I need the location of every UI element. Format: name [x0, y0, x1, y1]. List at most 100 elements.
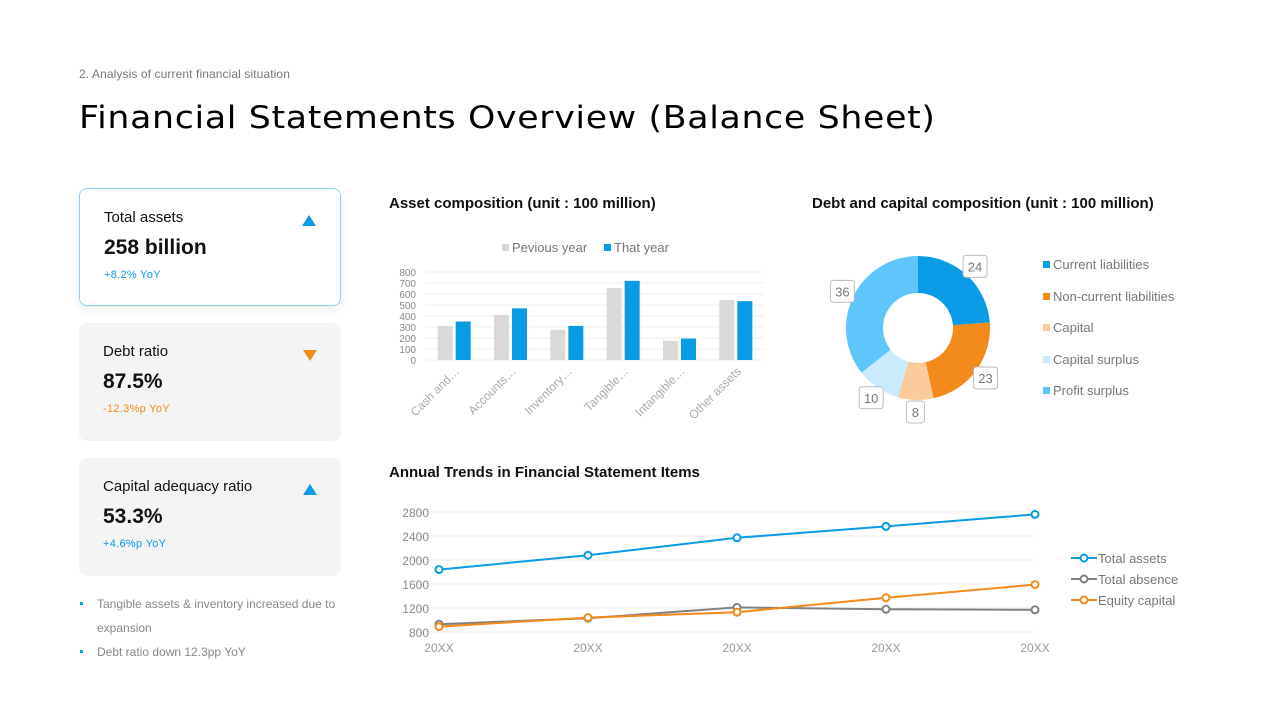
donut-slice[interactable] [861, 349, 909, 398]
legend-line-marker-icon [1071, 595, 1097, 605]
legend-item: Capital surplus [1043, 352, 1139, 367]
kpi-value: 53.3% [103, 505, 163, 528]
data-point[interactable] [583, 613, 593, 623]
bar[interactable] [494, 314, 509, 360]
bar[interactable] [663, 340, 678, 360]
section-subtitle: 2. Analysis of current financial situati… [79, 67, 290, 81]
asset-chart-title: Asset composition (unit : 100 million) [389, 195, 656, 212]
data-label-box [858, 386, 884, 410]
x-category-label: Tangible… [581, 364, 631, 414]
legend-item: Capital [1043, 320, 1093, 335]
donut-slice[interactable] [846, 256, 918, 373]
data-point[interactable] [1030, 509, 1040, 519]
legend-swatch [502, 244, 509, 251]
kpi-value: 87.5% [103, 370, 163, 393]
legend-previous-year: Pevious year [502, 240, 587, 255]
bar[interactable] [455, 321, 471, 361]
kpi-label: Debt ratio [103, 343, 169, 360]
legend-swatch [604, 244, 611, 251]
note-item: Tangible assets & inventory increased du… [79, 592, 339, 640]
x-category-label: 20XX [1020, 641, 1049, 655]
donut-slice[interactable] [898, 361, 934, 400]
trend-up-icon [303, 484, 317, 495]
data-point[interactable] [583, 550, 593, 560]
data-point[interactable] [434, 565, 444, 575]
data-point[interactable] [881, 604, 891, 614]
x-category-label: 20XX [573, 641, 602, 655]
data-point[interactable] [881, 521, 891, 531]
note-item: Debt ratio down 12.3pp YoY [79, 640, 339, 664]
bar[interactable] [737, 301, 753, 360]
donut-slice[interactable] [918, 256, 990, 326]
data-point[interactable] [881, 593, 891, 603]
bar[interactable] [568, 325, 584, 360]
bar[interactable] [437, 325, 453, 360]
data-label-box [829, 279, 855, 303]
y-tick-label: 2000 [402, 554, 429, 568]
legend-swatch [1043, 292, 1050, 300]
legend-item: Profit surplus [1043, 383, 1129, 398]
legend-swatch [1043, 355, 1050, 363]
data-point[interactable] [732, 533, 742, 543]
y-tick-label: 800 [399, 268, 416, 279]
debt-capital-donut-chart: 24 23 8 10 36 [829, 254, 998, 424]
legend-item: Equity capital [1070, 593, 1175, 608]
kpi-label: Total assets [104, 209, 184, 226]
data-label: 10 [864, 391, 878, 406]
data-label: 8 [912, 405, 919, 420]
data-point[interactable] [1030, 580, 1040, 590]
data-point[interactable] [732, 607, 742, 617]
data-label-box [962, 254, 988, 278]
legend-swatch [1043, 261, 1050, 268]
data-label: 36 [835, 284, 849, 299]
trend-up-icon [302, 215, 316, 226]
kpi-card-total-assets[interactable]: Total assets 258 billion +8.2% YoY [79, 188, 341, 306]
kpi-card-capital-adequacy[interactable]: Capital adequacy ratio 53.3% +4.6%p YoY [79, 458, 341, 576]
x-category-label: Inventory… [522, 364, 575, 417]
legend-line-marker-icon [1071, 574, 1097, 584]
x-category-label: Cash and… [408, 364, 463, 419]
data-label: 24 [968, 259, 982, 274]
legend-swatch [1043, 324, 1050, 331]
legend-line-marker-icon [1071, 553, 1097, 563]
y-tick-label: 100 [399, 345, 416, 356]
x-category-label: 20XX [871, 641, 900, 655]
bar[interactable] [624, 280, 640, 360]
bar[interactable] [550, 329, 566, 360]
x-category-label: 20XX [722, 641, 751, 655]
trend-chart-title: Annual Trends in Financial Statement Ite… [389, 464, 700, 481]
y-tick-label: 1200 [402, 602, 429, 616]
y-tick-label: 2400 [402, 530, 429, 544]
y-tick-label: 500 [399, 301, 416, 312]
legend-item: Non-current liabilities [1043, 289, 1174, 304]
kpi-delta: +4.6%p YoY [103, 538, 167, 550]
bar[interactable] [681, 338, 696, 360]
x-category-label: 20XX [424, 641, 453, 655]
kpi-value: 258 billion [104, 236, 207, 259]
kpi-delta: +8.2% YoY [104, 269, 161, 281]
bar[interactable] [719, 300, 735, 360]
y-tick-label: 2800 [402, 506, 429, 520]
bar[interactable] [606, 287, 622, 360]
trend-down-icon [303, 350, 317, 361]
data-label-box [972, 366, 998, 390]
notes-list: Tangible assets & inventory increased du… [79, 592, 339, 664]
y-tick-label: 300 [399, 323, 416, 334]
kpi-delta: -12.3%p YoY [103, 403, 170, 415]
kpi-card-debt-ratio[interactable]: Debt ratio 87.5% -12.3%p YoY [79, 323, 341, 441]
bar[interactable] [512, 308, 527, 360]
legend-item: Current liabilities [1043, 257, 1149, 272]
x-category-label: Accounts… [465, 364, 518, 417]
debt-capital-chart-title: Debt and capital composition (unit : 100… [812, 195, 1154, 212]
annual-trend-line-chart: 800 1200 1600 2000 2400 2800 20XX 20XX 20XX 20XX 2… [402, 506, 1049, 655]
page-title: Financial Statements Overview (Balance S… [79, 100, 936, 136]
donut-slice[interactable] [925, 322, 990, 399]
data-point[interactable] [434, 622, 444, 632]
legend-swatch [1043, 387, 1050, 394]
data-point[interactable] [1030, 605, 1040, 615]
x-category-label: Other assets [686, 364, 744, 422]
y-tick-label: 400 [399, 312, 416, 323]
data-label: 23 [978, 371, 992, 386]
legend-that-year: That year [604, 240, 669, 255]
